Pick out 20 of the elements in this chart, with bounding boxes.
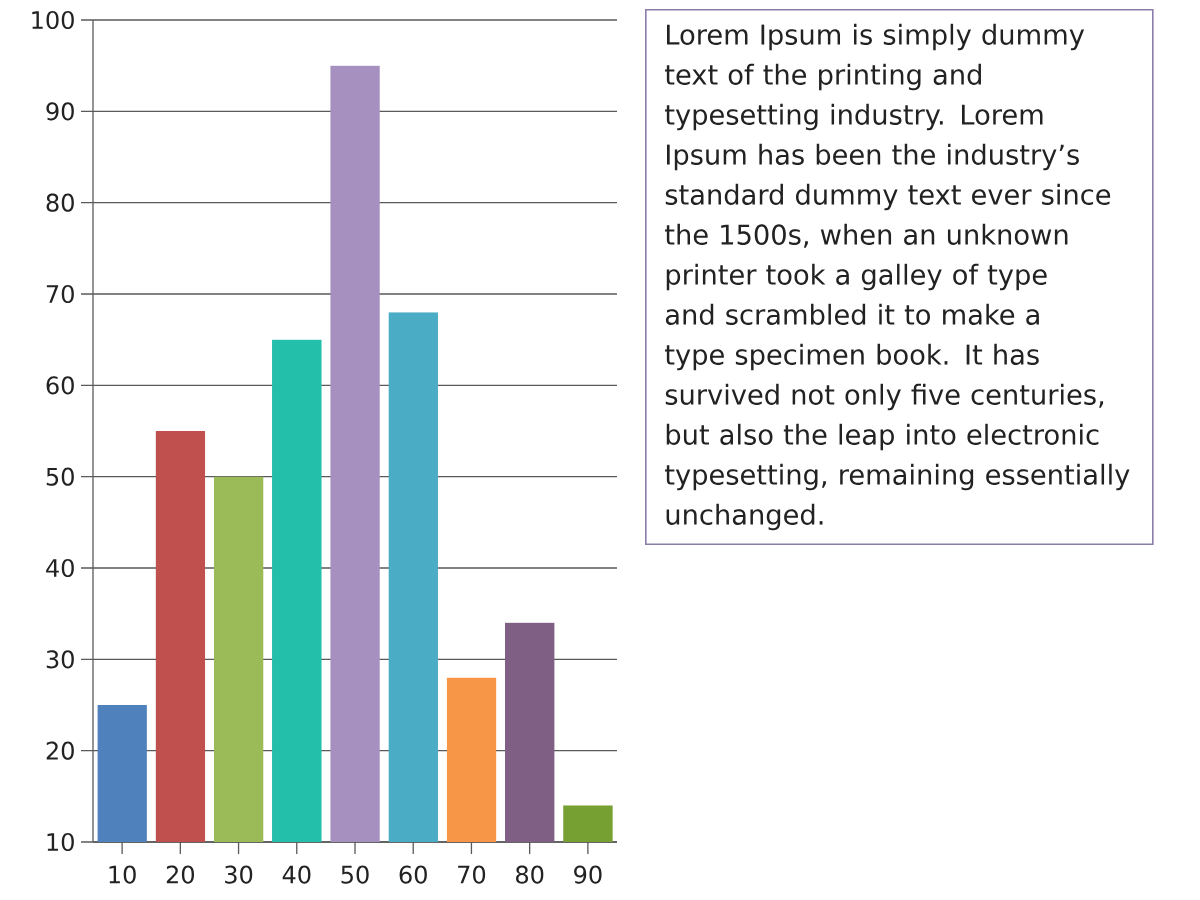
x-tick-label: 90 — [574, 865, 602, 884]
y-tick-label: 100 — [32, 10, 74, 30]
y-tick-label: 70 — [46, 284, 74, 304]
x-tick-label: 10 — [109, 865, 136, 884]
x-tick-label: 30 — [225, 865, 253, 884]
text: Lorem Ipsum is simply dummy text of the printing and typesetting industry. Lorem Ipsum has been the industry’s standard dummy text ever since the 1500s, when an unknown printer took a galley of type and scrambled it to make a type specimen book. It has survived not only five centuries, but also the leap into electronic typesetting, remaining essentially unchanged. — [665, 23, 1130, 531]
x-tick-label: 60 — [399, 865, 427, 884]
x-tick-label: 20 — [166, 865, 194, 884]
y-tick-label: 90 — [46, 102, 74, 121]
x-tick-label: 80 — [516, 865, 544, 884]
x-tick-label: 70 — [458, 865, 486, 884]
y-tick-label: 60 — [46, 376, 74, 395]
y-tick-label: 20 — [46, 741, 74, 760]
y-tick-label: 80 — [46, 193, 74, 212]
y-tick-label: 10 — [47, 832, 74, 852]
x-tick-label: 50 — [341, 865, 369, 884]
y-tick-label: 40 — [46, 558, 74, 578]
y-tick-label: 30 — [46, 650, 74, 669]
x-tick-label: 40 — [282, 865, 311, 884]
y-tick-label: 50 — [46, 467, 74, 486]
